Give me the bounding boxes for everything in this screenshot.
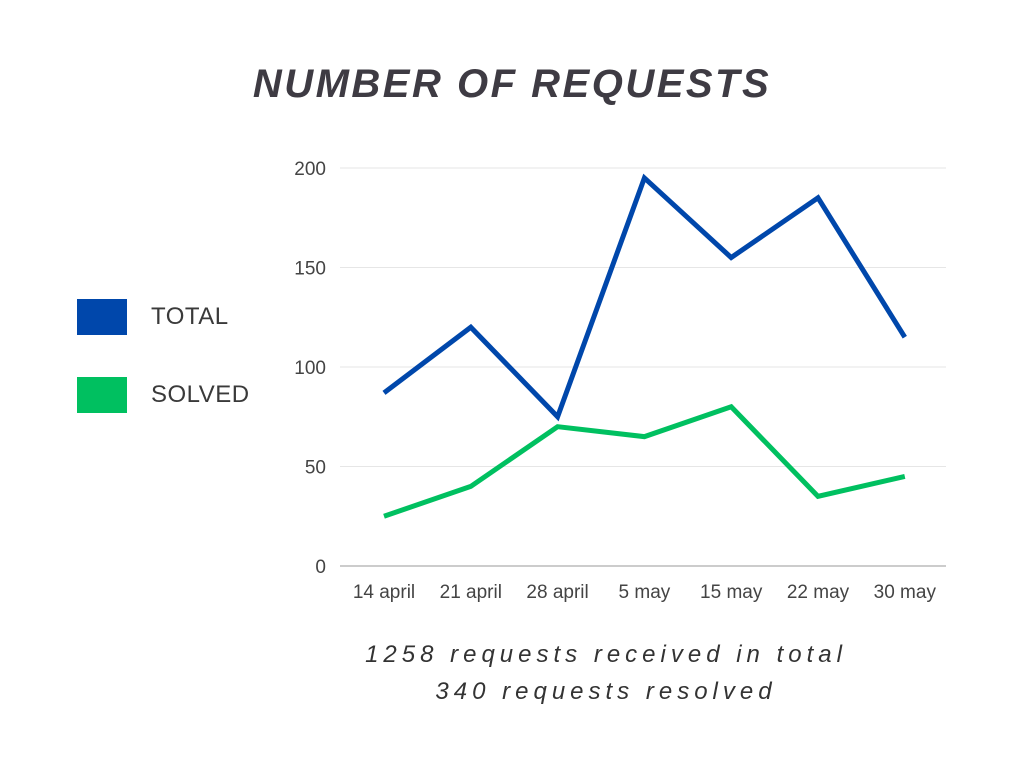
legend-label-solved: SOLVED [151, 381, 250, 408]
x-tick-label-5-may: 5 may [619, 582, 671, 603]
legend-swatch-total [77, 299, 127, 335]
legend: TOTAL SOLVED [77, 299, 250, 455]
x-tick-label-28-april: 28 april [526, 582, 588, 603]
legend-item-total: TOTAL [77, 299, 250, 335]
x-tick-label-15-may: 15 may [700, 582, 763, 603]
y-tick-label-150: 150 [294, 259, 326, 280]
annotation-resolved: 340 requests resolved [435, 678, 777, 705]
x-tick-label-22-may: 22 may [787, 582, 850, 603]
series-line-total [382, 173, 907, 422]
series-line-solved [383, 403, 906, 519]
y-tick-label-200: 200 [294, 159, 326, 180]
annotation-total: 1258 requests received in total [365, 641, 847, 668]
y-tick-label-100: 100 [294, 358, 326, 379]
legend-swatch-solved [77, 377, 127, 413]
x-tick-label-21-april: 21 april [440, 582, 502, 603]
x-tick-label-30-may: 30 may [874, 582, 937, 603]
x-tick-label-14-april: 14 april [353, 582, 415, 603]
chart-title: NUMBER OF REQUESTS [252, 62, 772, 106]
y-tick-label-0: 0 [315, 557, 326, 578]
y-tick-label-50: 50 [305, 458, 326, 479]
legend-item-solved: SOLVED [77, 377, 250, 413]
legend-label-total: TOTAL [151, 303, 229, 330]
